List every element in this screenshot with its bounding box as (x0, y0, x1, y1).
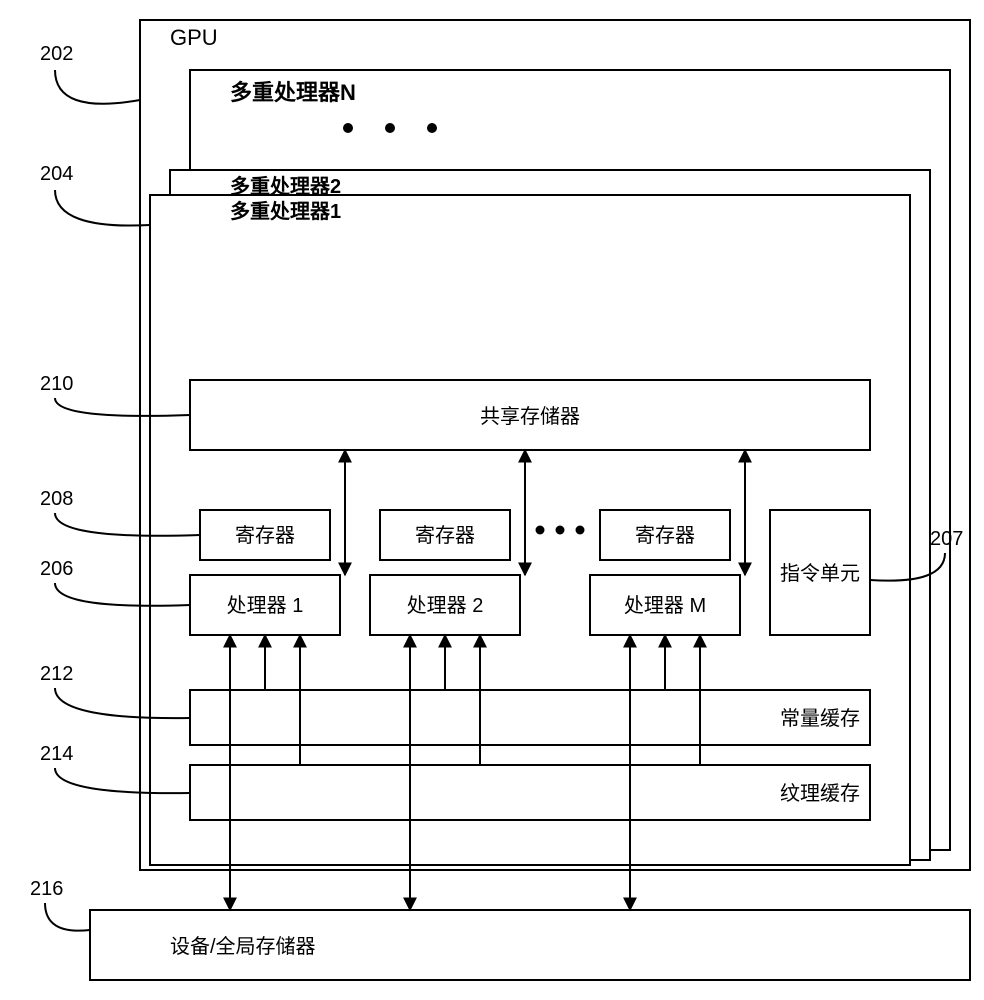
callout-210: 210 (40, 373, 73, 395)
instruction-unit-label: 指令单元 (780, 562, 860, 585)
processor-1-label: 处理器 1 (227, 594, 304, 617)
gpu-label: GPU (170, 25, 218, 50)
callout-216: 216 (30, 878, 63, 900)
ellipsis-mid-dot (576, 526, 585, 535)
shared-memory-label: 共享存储器 (480, 405, 580, 428)
callout-212: 212 (40, 663, 73, 685)
ellipsis-top-dot (343, 123, 353, 133)
callout-208: 208 (40, 488, 73, 510)
callout-204: 204 (40, 163, 73, 185)
register-m-label: 寄存器 (635, 524, 695, 547)
register-1-label: 寄存器 (235, 524, 295, 547)
register-2-label: 寄存器 (415, 524, 475, 547)
gpu-architecture-diagram: GPU 多重处理器N 多重处理器2 多重处理器1 共享存储器 寄存器 寄存器 寄… (0, 0, 984, 1000)
callout-202: 202 (40, 43, 73, 65)
callout-214: 214 (40, 743, 73, 765)
callout-202-line (55, 70, 140, 104)
ellipsis-top-dot (427, 123, 437, 133)
callout-204-line (55, 190, 150, 226)
device-memory-label: 设备/全局存储器 (170, 935, 316, 958)
ellipsis-mid-dot (556, 526, 565, 535)
multiprocessor-n-label: 多重处理器N (230, 80, 356, 105)
constant-cache-label: 常量缓存 (780, 707, 860, 730)
ellipsis-mid-dot (536, 526, 545, 535)
texture-cache-box (190, 765, 870, 820)
callout-206: 206 (40, 558, 73, 580)
texture-cache-label: 纹理缓存 (780, 782, 860, 805)
ellipsis-top-dot (385, 123, 395, 133)
multiprocessor-1-label: 多重处理器1 (230, 199, 341, 223)
processor-2-label: 处理器 2 (407, 594, 484, 617)
callout-216-line (45, 903, 90, 931)
processor-m-label: 处理器 M (624, 594, 706, 617)
constant-cache-box (190, 690, 870, 745)
callout-207: 207 (930, 528, 963, 550)
